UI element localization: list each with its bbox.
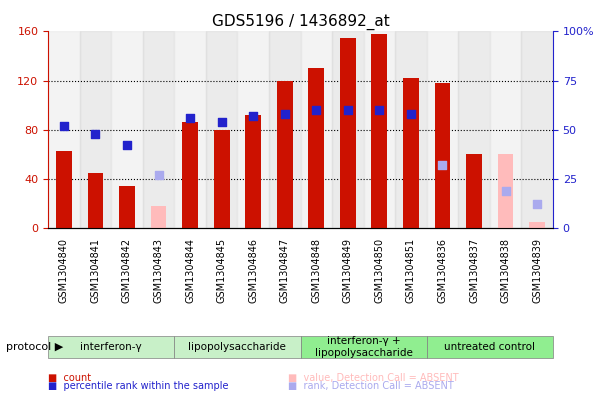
- Bar: [277, 81, 293, 228]
- Point: [217, 119, 227, 125]
- Text: protocol ▶: protocol ▶: [6, 342, 63, 352]
- Bar: [206, 31, 237, 228]
- Point: [438, 162, 447, 168]
- Bar: [88, 173, 103, 228]
- Bar: [308, 68, 324, 228]
- Point: [406, 111, 416, 117]
- Bar: [371, 34, 387, 228]
- Point: [91, 130, 100, 137]
- Bar: [403, 78, 419, 228]
- Point: [280, 111, 290, 117]
- Bar: [332, 31, 364, 228]
- Point: [374, 107, 384, 113]
- Point: [185, 115, 195, 121]
- Bar: [395, 31, 427, 228]
- Bar: [427, 31, 459, 228]
- Bar: [56, 151, 72, 228]
- Bar: [529, 222, 545, 228]
- Text: interferon-γ +
lipopolysaccharide: interferon-γ + lipopolysaccharide: [315, 336, 412, 358]
- Point: [154, 172, 163, 178]
- Text: lipopolysaccharide: lipopolysaccharide: [189, 342, 286, 352]
- Point: [501, 187, 510, 194]
- Text: interferon-γ: interferon-γ: [81, 342, 142, 352]
- Bar: [245, 115, 261, 228]
- Point: [59, 123, 69, 129]
- Bar: [143, 31, 174, 228]
- Text: ■  percentile rank within the sample: ■ percentile rank within the sample: [48, 381, 228, 391]
- Text: ■  value, Detection Call = ABSENT: ■ value, Detection Call = ABSENT: [288, 373, 459, 383]
- Bar: [435, 83, 450, 228]
- Bar: [48, 31, 79, 228]
- Bar: [498, 154, 513, 228]
- Text: ■  rank, Detection Call = ABSENT: ■ rank, Detection Call = ABSENT: [288, 381, 454, 391]
- Bar: [79, 31, 111, 228]
- Bar: [237, 31, 269, 228]
- Bar: [522, 31, 553, 228]
- Bar: [174, 31, 206, 228]
- Bar: [300, 31, 332, 228]
- Point: [122, 142, 132, 149]
- Bar: [269, 31, 300, 228]
- Bar: [490, 31, 522, 228]
- Bar: [119, 186, 135, 228]
- Point: [311, 107, 321, 113]
- Point: [532, 201, 542, 208]
- Bar: [214, 130, 230, 228]
- Text: ■  count: ■ count: [48, 373, 91, 383]
- Bar: [182, 122, 198, 228]
- Bar: [466, 154, 482, 228]
- Bar: [340, 38, 356, 228]
- Title: GDS5196 / 1436892_at: GDS5196 / 1436892_at: [212, 14, 389, 30]
- Point: [248, 113, 258, 119]
- Bar: [111, 31, 143, 228]
- Bar: [364, 31, 395, 228]
- Text: untreated control: untreated control: [444, 342, 535, 352]
- Bar: [151, 206, 166, 228]
- Bar: [459, 31, 490, 228]
- Point: [343, 107, 353, 113]
